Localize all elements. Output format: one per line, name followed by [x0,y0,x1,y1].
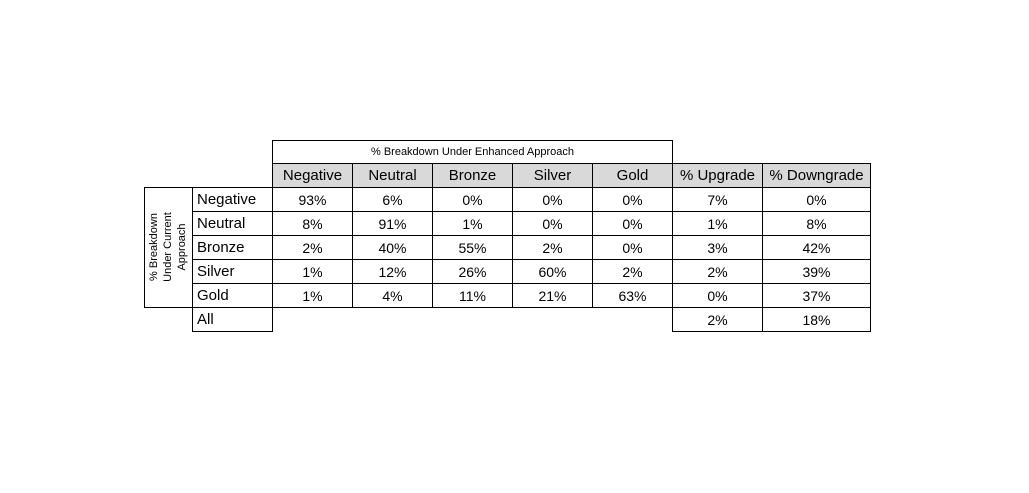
table-cell: 63% [592,283,673,308]
row-label: Bronze [192,235,273,260]
table-cell: 2% [512,235,593,260]
column-header: Silver [512,163,593,188]
table-cell: 1% [672,211,763,236]
table-cell: 0% [672,283,763,308]
table-cell: 21% [512,283,593,308]
table-cell: 8% [272,211,353,236]
column-header: Gold [592,163,673,188]
table-cell: 1% [272,259,353,284]
table-cell: 1% [432,211,513,236]
row-label: Gold [192,283,273,308]
table-cell: 18% [762,307,871,332]
column-header: Bronze [432,163,513,188]
column-header: Neutral [352,163,433,188]
table-cell: 55% [432,235,513,260]
column-header: % Downgrade [762,163,871,188]
table-cell: 42% [762,235,871,260]
table-cell: 60% [512,259,593,284]
table-cell: 2% [272,235,353,260]
table-cell: 4% [352,283,433,308]
table-cell: 3% [672,235,763,260]
table-cell: 0% [432,187,513,212]
table-cell: 0% [592,187,673,212]
table-cell: 0% [512,187,593,212]
table-cell: 93% [272,187,353,212]
table-cell: 7% [672,187,763,212]
row-label: All [192,307,273,332]
table-cell: 40% [352,235,433,260]
table-cell: 39% [762,259,871,284]
table-cell: 0% [592,235,673,260]
table-cell: 0% [512,211,593,236]
column-header: % Upgrade [672,163,763,188]
table-cell: 2% [672,259,763,284]
table-cell: 6% [352,187,433,212]
row-group-label: % Breakdown Under Current Approach [148,212,188,282]
table-cell: 1% [272,283,353,308]
table-cell: 26% [432,259,513,284]
table-cell: 91% [352,211,433,236]
table-cell: 2% [672,307,763,332]
row-label: Neutral [192,211,273,236]
column-group-label: % Breakdown Under Enhanced Approach [272,140,673,164]
table-cell: 37% [762,283,871,308]
column-header: Negative [272,163,353,188]
table-cell: 11% [432,283,513,308]
row-label: Silver [192,259,273,284]
table-cell: 0% [762,187,871,212]
table-cell: 2% [592,259,673,284]
table-cell: 8% [762,211,871,236]
row-label: Negative [192,187,273,212]
table-cell: 0% [592,211,673,236]
table-cell: 12% [352,259,433,284]
